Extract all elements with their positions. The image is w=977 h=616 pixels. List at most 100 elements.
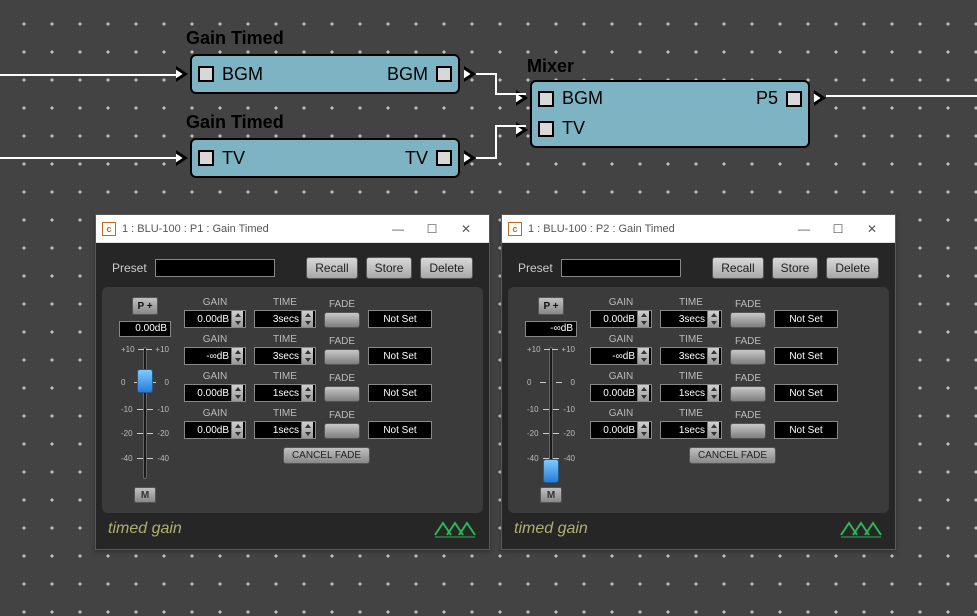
fade-indicator[interactable] (730, 312, 766, 328)
mixer-out-port-icon[interactable] (814, 90, 826, 106)
preset-trigger-button[interactable]: Not Set (368, 310, 432, 328)
preset-label: Preset (518, 261, 553, 275)
window-maximize-button[interactable]: ☐ (415, 218, 449, 240)
preset-trigger-button[interactable]: Not Set (774, 310, 838, 328)
window-close-button[interactable]: ✕ (855, 218, 889, 240)
gain-spinner[interactable] (231, 311, 243, 327)
fade-label: FADE (329, 410, 355, 421)
preset-row: GAIN 0.00dB TIME 1secs FADE Not Set (184, 371, 469, 402)
gain-spinner[interactable] (637, 422, 649, 438)
gain-input[interactable]: 0.00dB (184, 384, 246, 402)
fade-indicator[interactable] (324, 312, 360, 328)
gain-spinner[interactable] (637, 385, 649, 401)
store-button[interactable]: Store (772, 257, 819, 279)
window-maximize-button[interactable]: ☐ (821, 218, 855, 240)
preset-input[interactable] (561, 259, 681, 277)
titlebar-p2[interactable]: c 1 : BLU-100 : P2 : Gain Timed — ☐ ✕ (502, 215, 895, 243)
gain-spinner[interactable] (231, 385, 243, 401)
preset-trigger-button[interactable]: Not Set (774, 421, 838, 439)
time-spinner[interactable] (301, 348, 313, 364)
gain-spinner[interactable] (637, 311, 649, 327)
time-input[interactable]: 1secs (254, 384, 316, 402)
polarity-button[interactable]: P + (538, 297, 564, 315)
gain-spinner[interactable] (231, 348, 243, 364)
time-input[interactable]: 1secs (660, 421, 722, 439)
fade-indicator[interactable] (324, 386, 360, 402)
time-input[interactable]: 1secs (660, 384, 722, 402)
preset-input[interactable] (155, 259, 275, 277)
gain-input[interactable]: 0.00dB (184, 421, 246, 439)
gain-input[interactable]: 0.00dB (590, 384, 652, 402)
time-input[interactable]: 3secs (254, 347, 316, 365)
slider-knob[interactable] (137, 369, 153, 393)
mixer-in1-port-icon[interactable] (516, 90, 528, 106)
time-spinner[interactable] (707, 311, 719, 327)
node-b-out-port-icon[interactable] (464, 150, 476, 166)
titlebar-p1[interactable]: c 1 : BLU-100 : P1 : Gain Timed — ☐ ✕ (96, 215, 489, 243)
delete-button[interactable]: Delete (826, 257, 879, 279)
mute-button[interactable]: M (134, 487, 156, 503)
gain-slider[interactable]: +10+10 00 -10-10 -20-20 -40-40 (121, 345, 169, 481)
window-minimize-button[interactable]: — (787, 218, 821, 240)
mute-button[interactable]: M (540, 487, 562, 503)
node-a-out-connector[interactable] (436, 66, 452, 82)
node-b-out-connector[interactable] (436, 150, 452, 166)
fade-indicator[interactable] (730, 386, 766, 402)
gain-slider[interactable]: +10+10 00 -10-10 -20-20 -40-40 (527, 345, 575, 481)
fade-indicator[interactable] (730, 423, 766, 439)
node-mixer[interactable]: BGM TV P5 (530, 80, 810, 148)
window-close-button[interactable]: ✕ (449, 218, 483, 240)
mixer-out-connector[interactable] (786, 91, 802, 107)
fade-label: FADE (735, 336, 761, 347)
cancel-fade-button[interactable]: CANCEL FADE (689, 447, 776, 464)
time-input[interactable]: 1secs (254, 421, 316, 439)
gain-input[interactable]: 0.00dB (590, 421, 652, 439)
recall-button[interactable]: Recall (712, 257, 763, 279)
gain-input[interactable]: -∞dB (184, 347, 246, 365)
store-button[interactable]: Store (366, 257, 413, 279)
time-input[interactable]: 3secs (660, 347, 722, 365)
time-spinner[interactable] (301, 311, 313, 327)
node-b-in-label: TV (218, 148, 249, 169)
node-a-out-port-icon[interactable] (464, 66, 476, 82)
gain-spinner[interactable] (637, 348, 649, 364)
preset-trigger-button[interactable]: Not Set (774, 384, 838, 402)
time-label: TIME (679, 408, 703, 419)
time-spinner[interactable] (707, 348, 719, 364)
node-b-in-connector[interactable] (198, 150, 214, 166)
node-a-in-port-icon[interactable] (176, 66, 188, 82)
mixer-in1-connector[interactable] (538, 91, 554, 107)
delete-button[interactable]: Delete (420, 257, 473, 279)
fade-indicator[interactable] (324, 349, 360, 365)
app-icon: c (102, 222, 116, 236)
window-minimize-button[interactable]: — (381, 218, 415, 240)
preset-trigger-button[interactable]: Not Set (368, 347, 432, 365)
gain-spinner[interactable] (231, 422, 243, 438)
fade-indicator[interactable] (730, 349, 766, 365)
recall-button[interactable]: Recall (306, 257, 357, 279)
time-spinner[interactable] (301, 422, 313, 438)
preset-trigger-button[interactable]: Not Set (368, 421, 432, 439)
time-input[interactable]: 3secs (254, 310, 316, 328)
preset-trigger-button[interactable]: Not Set (774, 347, 838, 365)
node-a-in-connector[interactable] (198, 66, 214, 82)
node-a-in-label: BGM (218, 64, 267, 85)
node-gain-timed-bgm[interactable]: BGM BGM (190, 54, 460, 94)
gain-input[interactable]: -∞dB (590, 347, 652, 365)
cancel-fade-button[interactable]: CANCEL FADE (283, 447, 370, 464)
node-b-in-port-icon[interactable] (176, 150, 188, 166)
time-input[interactable]: 3secs (660, 310, 722, 328)
mixer-in2-port-icon[interactable] (516, 122, 528, 138)
gain-readout: -∞dB (525, 321, 577, 337)
node-gain-timed-tv[interactable]: TV TV (190, 138, 460, 178)
polarity-button[interactable]: P + (132, 297, 158, 315)
gain-input[interactable]: 0.00dB (590, 310, 652, 328)
time-spinner[interactable] (301, 385, 313, 401)
time-spinner[interactable] (707, 385, 719, 401)
fade-indicator[interactable] (324, 423, 360, 439)
slider-knob[interactable] (543, 459, 559, 483)
gain-input[interactable]: 0.00dB (184, 310, 246, 328)
time-spinner[interactable] (707, 422, 719, 438)
mixer-in2-connector[interactable] (538, 121, 554, 137)
preset-trigger-button[interactable]: Not Set (368, 384, 432, 402)
